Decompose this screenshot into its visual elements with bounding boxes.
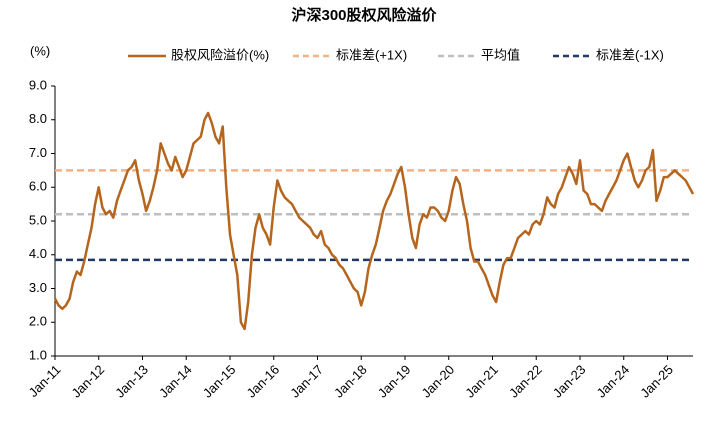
x-tick-label: Jan-17 <box>287 362 326 401</box>
x-tick-label: Jan-25 <box>637 362 676 401</box>
y-tick-label: 3.0 <box>29 280 47 295</box>
y-tick-label: 6.0 <box>29 179 47 194</box>
legend-label: 平均值 <box>481 47 520 62</box>
x-tick-label: Jan-21 <box>462 362 501 401</box>
chart-title: 沪深300股权风险溢价 <box>291 6 437 24</box>
x-tick-label: Jan-23 <box>550 362 589 401</box>
x-tick-label: Jan-16 <box>244 362 283 401</box>
legend-label: 标准差(-1X) <box>596 47 664 62</box>
x-tick-label: Jan-14 <box>156 362 195 401</box>
y-tick-label: 1.0 <box>29 347 47 362</box>
x-tick-label: Jan-13 <box>112 362 151 401</box>
x-tick-label: Jan-15 <box>200 362 239 401</box>
x-tick-label: Jan-24 <box>594 362 633 401</box>
y-unit-label: (%) <box>30 43 50 58</box>
y-tick-label: 9.0 <box>29 77 47 92</box>
data-line <box>53 111 695 331</box>
y-tick-label: 8.0 <box>29 111 47 126</box>
x-tick-label: Jan-19 <box>375 362 414 401</box>
x-tick-label: Jan-18 <box>331 362 370 401</box>
y-tick-label: 5.0 <box>29 212 47 227</box>
legend-label: 股权风险溢价(%) <box>171 47 269 62</box>
y-tick-label: 7.0 <box>29 145 47 160</box>
x-tick-label: Jan-11 <box>26 362 64 400</box>
x-tick-label: Jan-20 <box>419 362 458 401</box>
legend-label: 标准差(+1X) <box>336 47 407 62</box>
y-tick-label: 2.0 <box>29 314 47 329</box>
x-tick-label: Jan-22 <box>506 362 545 401</box>
x-tick-label: Jan-12 <box>69 362 108 401</box>
y-tick-label: 4.0 <box>29 246 47 261</box>
